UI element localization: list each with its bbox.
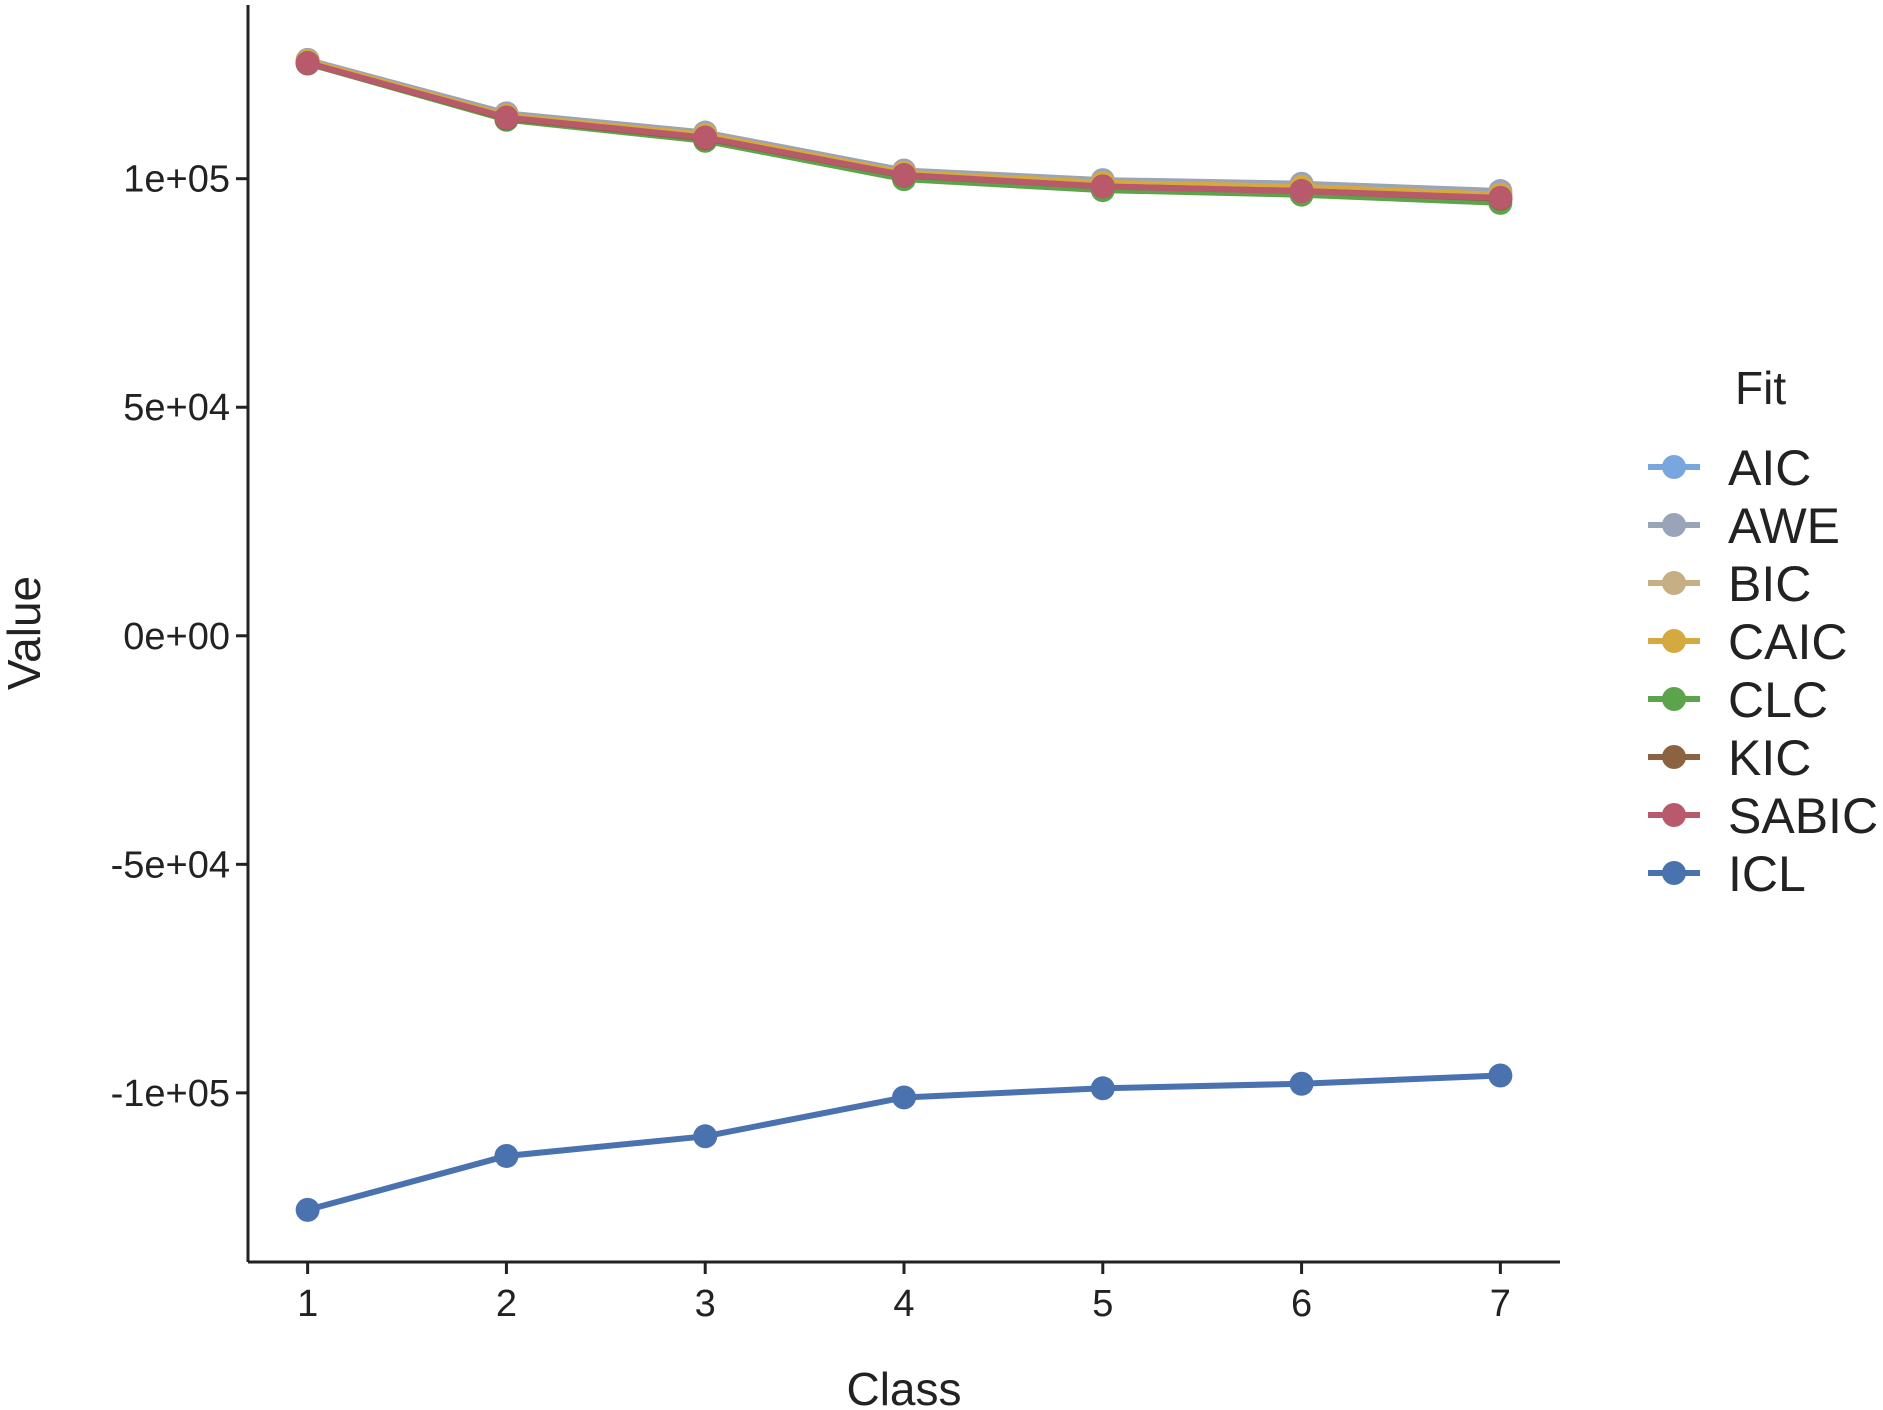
legend-item-bic: BIC [1648,556,1811,612]
legend-key-dot [1662,571,1686,595]
data-point-icl [1488,1063,1513,1088]
legend-key-dot [1662,861,1686,885]
series-icl [295,1063,1513,1222]
data-point-sabic [1488,185,1513,210]
x-tick-label: 1 [297,1283,318,1325]
y-axis-ticks: -1e+05 -5e+04 0e+00 5e+04 1e+05 [111,159,248,1115]
x-tick-label: 7 [1490,1283,1511,1325]
data-point-sabic [892,163,916,188]
legend-label: SABIC [1728,788,1878,844]
data-point-icl [295,1197,320,1222]
data-point-icl [892,1085,916,1110]
legend-item-aic: AIC [1648,440,1811,496]
x-axis-ticks: 1 2 3 4 5 6 7 [297,1262,1511,1325]
legend-label: ICL [1728,846,1806,902]
y-tick-label: 5e+04 [123,387,230,429]
legend-label: CLC [1728,672,1828,728]
data-point-sabic [693,125,718,150]
legend-label: AIC [1728,440,1811,496]
data-point-sabic [295,51,320,76]
legend-key-dot [1662,629,1686,653]
legend-item-icl: ICL [1648,846,1806,902]
series-sabic [295,51,1513,210]
y-tick-label: 0e+00 [123,616,230,658]
data-point-sabic [1090,174,1115,199]
legend-title: Fit [1735,362,1786,414]
x-axis-title: Class [846,1363,961,1410]
legend-item-sabic: SABIC [1648,788,1878,844]
legend-key-dot [1662,687,1686,711]
x-tick-label: 2 [496,1283,517,1325]
plot-area: -1e+05 -5e+04 0e+00 5e+04 1e+05 1 2 3 4 5 6 7 [111,5,1560,1325]
legend-label: KIC [1728,730,1811,786]
x-tick-label: 4 [893,1283,914,1325]
legend-item-awe: AWE [1648,498,1840,554]
data-point-icl [693,1124,718,1149]
legend-label: BIC [1728,556,1811,612]
y-tick-label: 1e+05 [123,159,230,201]
legend-item-clc: CLC [1648,672,1828,728]
data-point-icl [1289,1071,1314,1096]
legend-label: AWE [1728,498,1840,554]
x-tick-label: 5 [1092,1283,1113,1325]
data-point-icl [1090,1076,1115,1101]
legend-label: CAIC [1728,614,1847,670]
y-tick-label: -1e+05 [111,1073,230,1115]
y-tick-label: -5e+04 [111,844,230,886]
data-point-sabic [494,105,519,130]
legend-item-kic: KIC [1648,730,1811,786]
x-tick-label: 6 [1291,1283,1312,1325]
data-point-icl [494,1143,519,1168]
legend-key-dot [1662,745,1686,769]
series-layer [295,47,1513,1222]
legend-key-dot [1662,455,1686,479]
legend-item-caic: CAIC [1648,614,1847,670]
x-tick-label: 3 [695,1283,716,1325]
y-axis-title: Value [0,576,50,690]
legend-key-dot [1662,803,1686,827]
legend-key-dot [1662,513,1686,537]
data-point-sabic [1289,179,1314,204]
